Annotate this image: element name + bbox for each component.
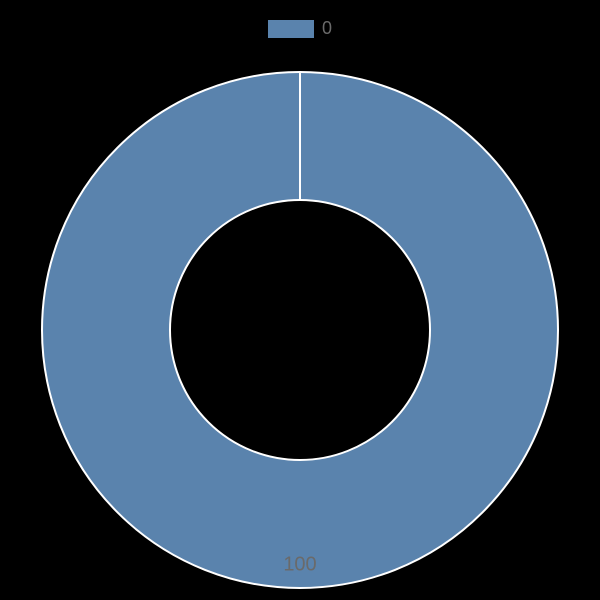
slice-data-label: 100 <box>283 554 316 577</box>
legend-swatch <box>268 20 314 38</box>
donut-slice <box>42 72 558 588</box>
donut-inner-circle <box>170 200 430 460</box>
legend-label: 0 <box>322 18 332 39</box>
donut-chart <box>30 60 570 600</box>
legend: 0 <box>268 18 332 39</box>
chart-container: { "chart": { "type": "donut", "legend": … <box>0 0 600 600</box>
